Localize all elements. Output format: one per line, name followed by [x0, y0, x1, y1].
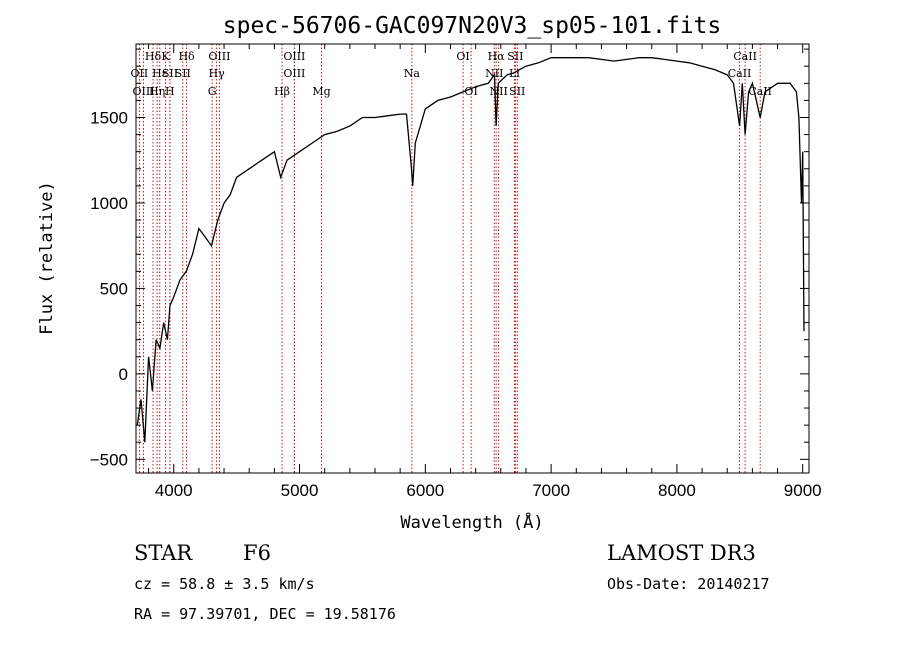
emission-line-label: NII	[490, 85, 508, 98]
emission-line-label: Hδ	[178, 50, 195, 63]
emission-line-label: G	[208, 85, 217, 98]
emission-line-label: NII	[485, 67, 503, 80]
chart-title: spec-56706-GAC097N20V3_sp05-101.fits	[223, 13, 722, 39]
emission-line-label: Hη	[149, 85, 165, 98]
emission-line-label: Hδ	[145, 50, 162, 63]
y-tick-label: 500	[100, 279, 128, 298]
x-tick-label: 5000	[281, 481, 319, 500]
emission-line-labels: HδOIIOIIIHεHηKSIIHHδSIIOIIIHγGOIIIOIIIHβ…	[131, 50, 772, 98]
y-tick-label: −500	[90, 450, 128, 469]
emission-line-label: H	[165, 85, 175, 98]
spectrum-line	[136, 57, 805, 443]
emission-line-label: OIII	[283, 50, 305, 63]
emission-line-label: CaII	[728, 67, 752, 80]
emission-line-label: OIII	[208, 50, 230, 63]
object-class: STAR	[134, 541, 193, 565]
x-axis-ticks: 4000 5000 6000 7000 8000 9000	[148, 44, 822, 500]
emission-line-label: Hγ	[209, 67, 226, 80]
emission-line-label: OIII	[133, 85, 155, 98]
emission-line-label: OI	[464, 85, 477, 98]
emission-line-label: OIII	[283, 67, 305, 80]
emission-line-label: OII	[131, 67, 149, 80]
emission-line-label: CaII	[748, 85, 772, 98]
emission-line-label: CaII	[733, 50, 757, 63]
coordinates: RA = 97.39701, DEC = 19.58176	[134, 605, 396, 623]
spectral-subclass: F6	[243, 541, 271, 565]
x-tick-label: 4000	[155, 481, 193, 500]
x-axis-label: Wavelength (Å)	[400, 511, 543, 533]
redshift-velocity: cz = 58.8 ± 3.5 km/s	[134, 575, 315, 593]
y-axis-ticks: −500 0 500 1000 1500	[90, 48, 809, 469]
x-tick-label: 6000	[406, 481, 444, 500]
survey-name: LAMOST DR3	[607, 541, 756, 565]
y-tick-label: 1500	[90, 108, 128, 127]
emission-line-label: SII	[507, 50, 523, 63]
plot-frame	[135, 43, 810, 474]
x-tick-label: 8000	[658, 481, 696, 500]
y-tick-label: 0	[119, 365, 128, 384]
emission-line-label: SII	[509, 85, 525, 98]
observation-date: Obs-Date: 20140217	[607, 575, 770, 593]
emission-line-label: SII	[162, 67, 178, 80]
emission-line-label: Na	[404, 67, 421, 80]
emission-line-label: Li	[509, 67, 520, 80]
emission-line-label: SII	[175, 67, 191, 80]
emission-line-markers	[138, 44, 761, 473]
y-tick-label: 1000	[90, 194, 128, 213]
y-axis-label: Flux (relative)	[37, 181, 57, 335]
emission-line-label: K	[161, 50, 170, 63]
emission-line-label: Hα	[488, 50, 506, 63]
emission-line-label: Mg	[312, 85, 330, 98]
emission-line-label: Hε	[152, 67, 168, 80]
x-tick-label: 9000	[784, 481, 822, 500]
x-tick-label: 7000	[532, 481, 570, 500]
emission-line-label: Hβ	[274, 85, 290, 98]
emission-line-label: OI	[456, 50, 469, 63]
